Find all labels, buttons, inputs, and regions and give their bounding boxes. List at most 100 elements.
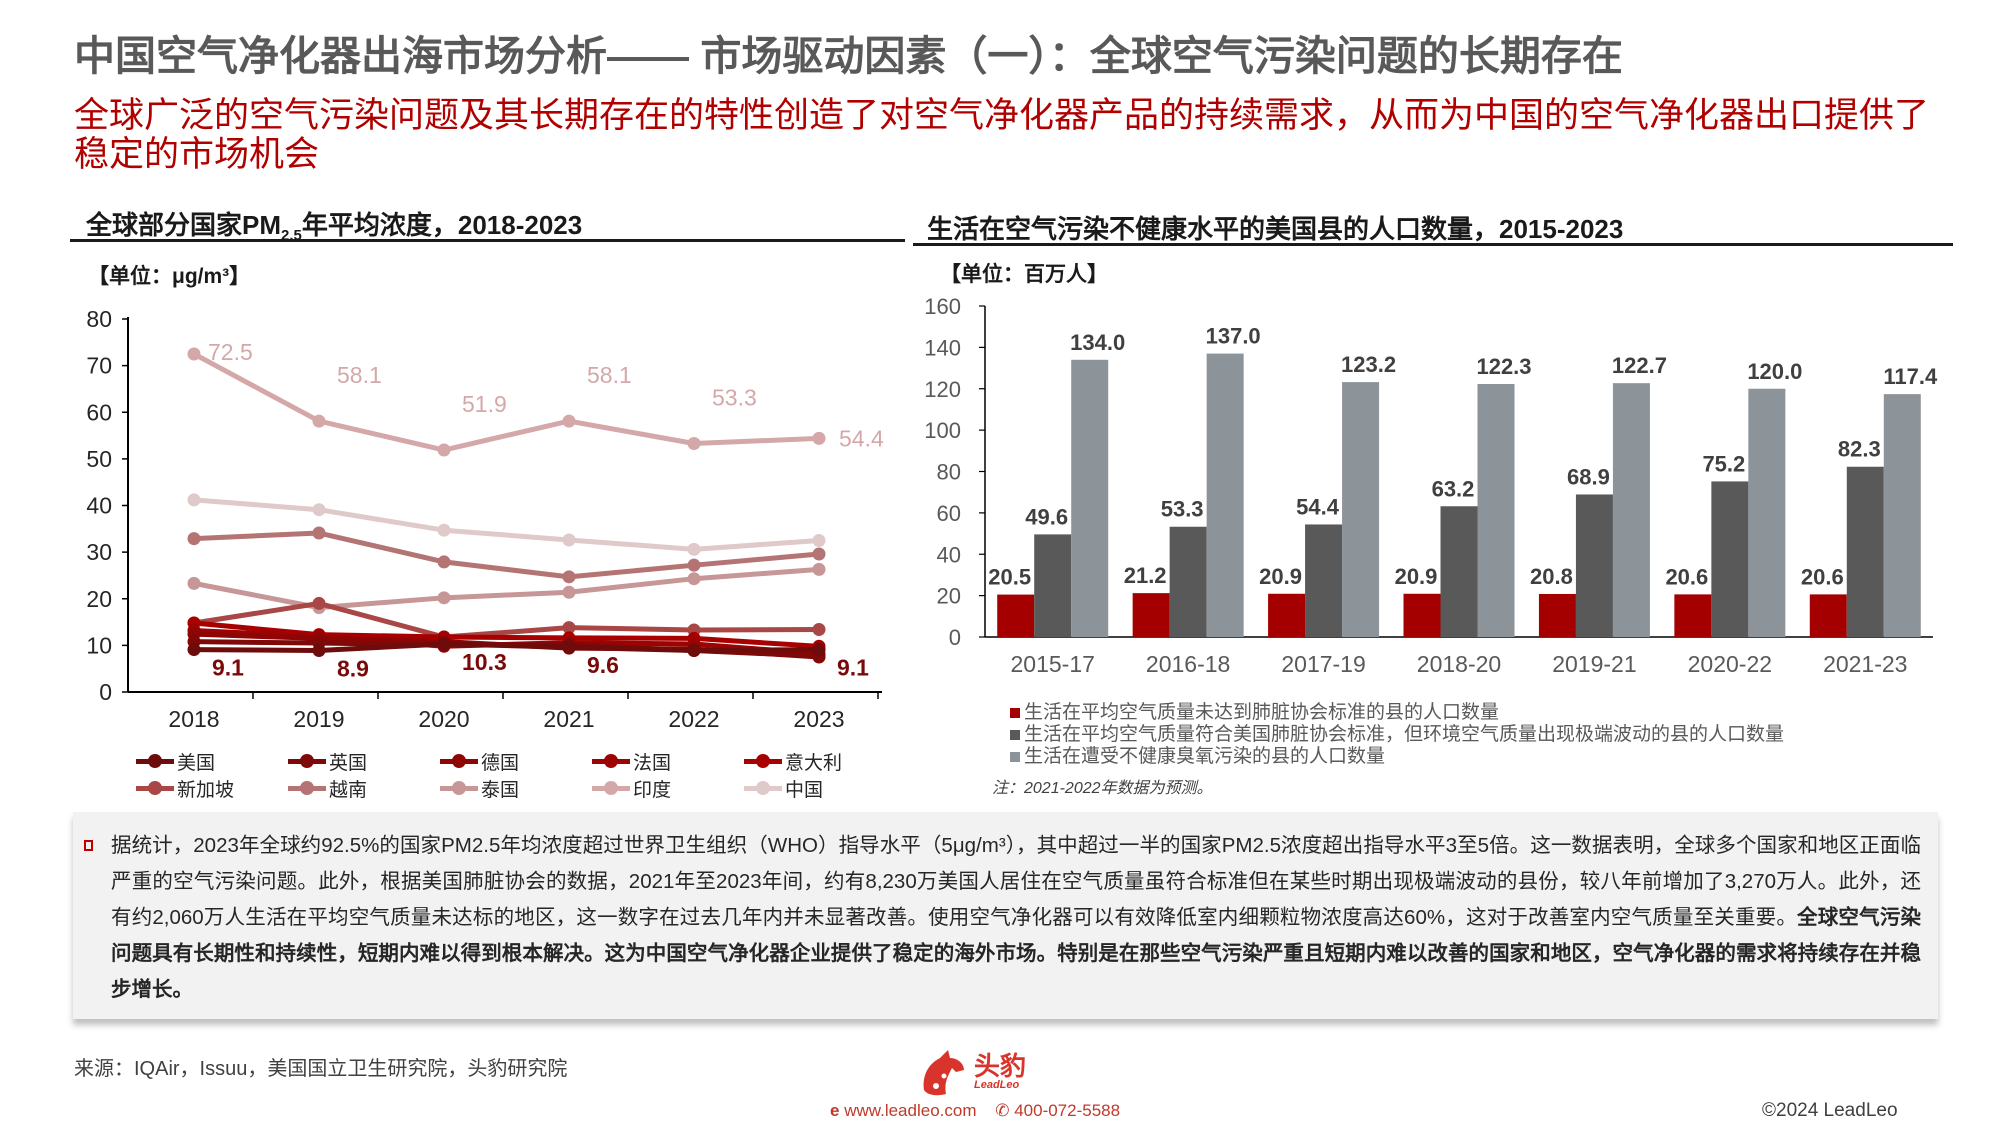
- left-chart-title-post: 年平均浓度，2018-2023: [301, 210, 583, 240]
- source-text: 来源：IQAir，Issuu，美国国立卫生研究院，头豹研究院: [74, 1058, 568, 1080]
- bar-2: [1748, 388, 1786, 637]
- legend-item: 英国: [288, 748, 440, 775]
- right-chart-unit: 【单位：百万人】: [940, 263, 1108, 286]
- legend-item: 新加坡: [136, 775, 288, 802]
- legend-swatch: [288, 754, 326, 768]
- data-point: [187, 493, 201, 507]
- website-link[interactable]: www.leadleo.com: [844, 1101, 977, 1120]
- summary-bold: 全球空气污染问题具有长期性和持续性，短期内难以得到根本解决。这为中国空气净化器企…: [111, 906, 1922, 1001]
- data-point: [187, 616, 201, 630]
- data-point: [687, 644, 701, 658]
- legend-item: 生活在平均空气质量符合美国肺脏协会标准，但环境空气质量出现极端波动的县的人口数量: [1010, 724, 1784, 746]
- x-tick-label: 2020-22: [1688, 651, 1772, 677]
- data-label: 10.3: [462, 649, 507, 675]
- x-tick-label: 2023: [793, 706, 844, 732]
- y-tick-label: 120: [924, 377, 961, 402]
- data-label: 20.6: [1665, 564, 1708, 589]
- legend-label: 越南: [329, 780, 368, 801]
- data-point: [437, 630, 451, 644]
- legend-label: 德国: [481, 753, 520, 774]
- legend-swatch: [1010, 730, 1020, 740]
- left-chart-rule: [70, 239, 905, 242]
- data-label: 82.3: [1838, 437, 1881, 462]
- data-point: [437, 523, 451, 537]
- data-point: [687, 436, 701, 450]
- bar-1: [1305, 524, 1343, 637]
- data-point: [812, 562, 826, 576]
- data-label: 9.1: [837, 655, 869, 681]
- web-icon: e: [830, 1101, 840, 1120]
- data-point: [437, 591, 451, 605]
- data-point: [562, 585, 576, 599]
- series-line-印度: [192, 351, 820, 453]
- data-point: [812, 623, 826, 637]
- data-point: [437, 637, 451, 651]
- bar-1: [1711, 481, 1749, 637]
- data-label: 8.9: [337, 656, 369, 682]
- data-point: [687, 642, 701, 656]
- data-point: [687, 572, 701, 586]
- y-tick-label: 60: [937, 501, 961, 526]
- y-tick-label: 10: [86, 632, 112, 658]
- legend-swatch: [592, 754, 630, 768]
- data-point: [812, 547, 826, 561]
- logo-en: LeadLeo: [974, 1079, 1020, 1091]
- data-point: [312, 526, 326, 540]
- data-point: [187, 643, 201, 657]
- data-label: 20.9: [1259, 564, 1302, 589]
- legend-swatch: [744, 781, 782, 795]
- data-point: [687, 644, 701, 658]
- right-chart-rule: [913, 243, 1953, 246]
- data-point: [312, 630, 326, 644]
- logo-cn: 头豹: [974, 1051, 1027, 1081]
- data-label: 53.3: [712, 384, 757, 410]
- data-point: [187, 616, 201, 630]
- legend-swatch: [592, 781, 630, 795]
- legend-swatch: [744, 754, 782, 768]
- bar-1: [1440, 506, 1478, 637]
- legend-label: 新加坡: [177, 780, 235, 801]
- legend-label: 泰国: [481, 780, 520, 801]
- data-label: 54.4: [1296, 494, 1340, 519]
- data-point: [812, 649, 826, 663]
- legend-item: 生活在平均空气质量未达到肺脏协会标准的县的人口数量: [1010, 702, 1784, 724]
- y-tick-label: 30: [86, 539, 112, 565]
- data-label: 9.1: [212, 655, 244, 681]
- x-tick-label: 2021: [543, 706, 594, 732]
- data-point: [562, 638, 576, 652]
- data-label: 21.2: [1124, 563, 1167, 588]
- y-tick-label: 80: [86, 306, 112, 332]
- series-line-意大利: [193, 620, 820, 649]
- legend-swatch: [440, 781, 478, 795]
- page-title: 中国空气净化器出海市场分析—— 市场驱动因素（一）：全球空气污染问题的长期存在: [74, 33, 1623, 79]
- y-tick-label: 40: [937, 542, 961, 567]
- data-point: [312, 596, 326, 610]
- y-tick-label: 140: [924, 335, 961, 360]
- legend-swatch: [440, 754, 478, 768]
- bar-1: [1034, 534, 1072, 637]
- data-point: [437, 555, 451, 569]
- data-label: 20.6: [1801, 564, 1844, 589]
- legend-item: 德国: [440, 748, 592, 775]
- y-tick-label: 60: [86, 399, 112, 425]
- data-label: 123.2: [1341, 352, 1396, 377]
- left-chart-title: 全球部分国家PM2.5年平均浓度，2018-2023: [86, 205, 582, 244]
- legend-label: 法国: [633, 753, 672, 774]
- bar-0: [1674, 594, 1712, 637]
- legend-item: 美国: [136, 748, 288, 775]
- bar-chart-legend: 生活在平均空气质量未达到肺脏协会标准的县的人口数量 生活在平均空气质量符合美国肺…: [1010, 702, 1784, 768]
- bar-2: [1883, 394, 1921, 637]
- data-label: 49.6: [1025, 504, 1068, 529]
- series-line-英国: [193, 639, 820, 659]
- data-point: [437, 443, 451, 457]
- y-tick-label: 100: [924, 418, 961, 443]
- legend-swatch: [288, 781, 326, 795]
- logo: 头豹 LeadLeo: [918, 1046, 1026, 1098]
- y-tick-label: 160: [924, 294, 961, 319]
- data-point: [187, 627, 201, 641]
- legend-label: 中国: [785, 780, 824, 801]
- bar-0: [1268, 593, 1306, 637]
- bullet-icon: [84, 840, 93, 851]
- left-chart-title-pre: 全球部分国家PM: [86, 210, 282, 240]
- data-point: [812, 431, 826, 445]
